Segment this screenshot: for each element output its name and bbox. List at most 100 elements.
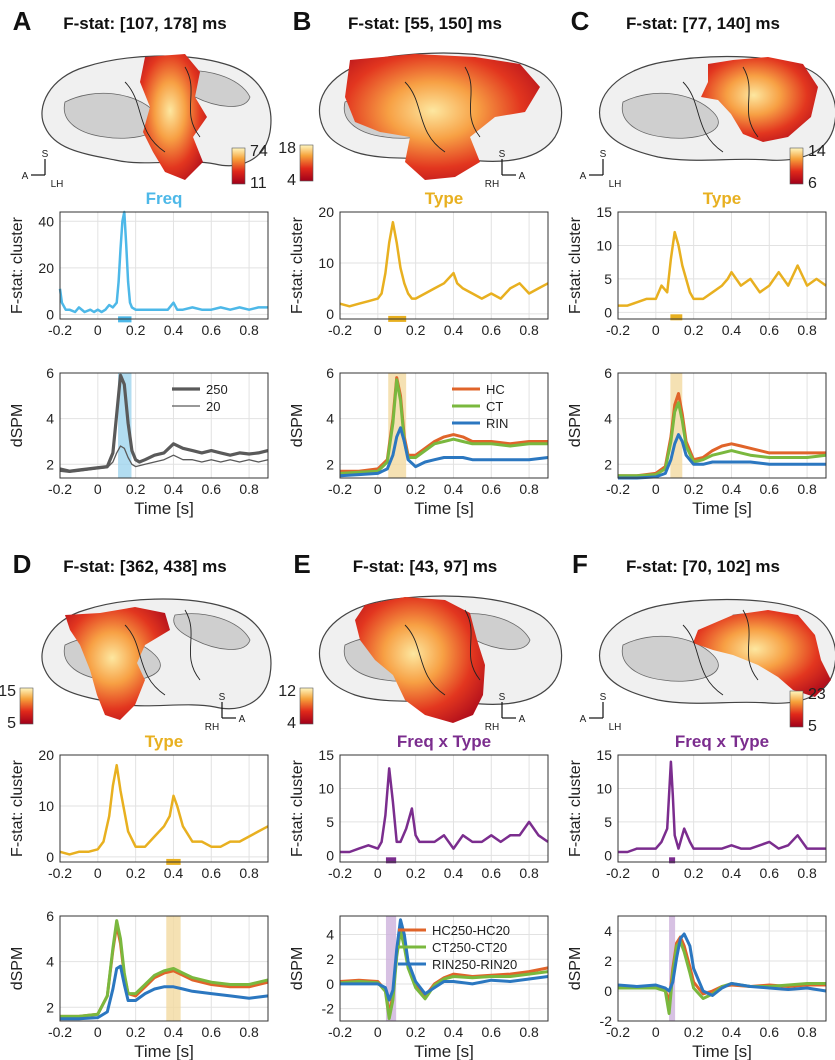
panel-letter: E (293, 549, 310, 579)
roi-contour (404, 66, 481, 153)
colorbar-min: 6 (808, 175, 817, 192)
series-line (60, 964, 269, 1021)
legend-label: 250 (206, 382, 228, 397)
sulcus-region (173, 613, 251, 650)
y-tick-label: 6 (46, 365, 54, 381)
series-line (617, 932, 827, 997)
cluster-bar (385, 857, 397, 864)
y-axis-label: dSPM (289, 404, 306, 448)
y-tick-label: 15 (318, 747, 334, 763)
activation-cluster (140, 54, 207, 180)
y-tick-label: 10 (318, 780, 334, 796)
x-tick-label: -0.2 (328, 865, 352, 881)
x-tick-label: -0.2 (328, 1024, 352, 1040)
fstat-chart: -0.2 0 0.2 0.4 0.6 0.8 0 5 10 15 F-stat: cluster Fr… (289, 732, 549, 881)
orientation-marker: S A LH (22, 149, 64, 190)
activation-cluster (345, 54, 540, 180)
y-tick-label: 15 (596, 747, 612, 763)
orientation-hemi: RH (485, 722, 499, 733)
y-tick-label: 15 (596, 204, 612, 220)
y-axis-label: F-stat: cluster (9, 759, 26, 857)
y-tick-label: 2 (604, 953, 612, 969)
series-line (340, 918, 549, 1002)
legend-label: HC250-HC20 (432, 923, 510, 938)
orientation-a: A (519, 171, 526, 182)
y-axis-label: dSPM (9, 404, 26, 448)
x-tick-label: 0.8 (797, 322, 817, 338)
orientation-s: S (219, 692, 226, 703)
x-tick-label: 0.2 (406, 865, 426, 881)
brain-map (318, 52, 563, 180)
x-tick-label: 0.2 (684, 1024, 704, 1040)
x-axis-label: Time [s] (134, 499, 194, 518)
series-line (339, 220, 549, 308)
x-tick-label: 0.8 (797, 481, 817, 497)
colorbar (299, 687, 314, 725)
window-title: F-stat: [70, 102] ms (626, 557, 780, 576)
plot-area (340, 916, 548, 1021)
y-tick-label: 0 (326, 306, 334, 322)
x-tick-label: 0.6 (760, 322, 780, 338)
y-tick-label: 5 (604, 271, 612, 287)
cluster-bar (670, 314, 683, 321)
x-tick-label: 0.8 (239, 1024, 259, 1040)
colorbar-max: 12 (278, 683, 296, 700)
x-tick-label: -0.2 (328, 322, 352, 338)
y-tick-label: 4 (326, 927, 334, 943)
roi-contour (124, 66, 201, 153)
chart-title: Type (425, 189, 463, 208)
y-tick-label: 2 (326, 951, 334, 967)
series-line (59, 445, 269, 473)
panel-letter: A (13, 6, 32, 36)
x-tick-label: -0.2 (606, 865, 630, 881)
x-tick-label: 0 (652, 865, 660, 881)
x-tick-label: 0.4 (164, 322, 184, 338)
activation-cluster (65, 607, 170, 720)
dspm-chart: -0.2 0 0.2 0.4 0.6 0.8 2 4 6 dSPM Time [s] 250 20 (9, 365, 269, 518)
y-tick-label: 4 (46, 954, 54, 970)
plot-area (60, 212, 268, 319)
y-tick-label: 0 (326, 847, 334, 863)
orientation-a: A (580, 171, 587, 182)
series-line (340, 767, 549, 854)
series-line (59, 763, 269, 856)
axes-box (59, 754, 269, 863)
y-tick-label: 20 (38, 747, 54, 763)
y-tick-label: 0 (46, 849, 54, 865)
series-line (618, 760, 826, 854)
roi-contour (682, 609, 759, 696)
dspm-chart: -0.2 0 0.2 0.4 0.6 0.8 2 4 6 dSPM Time [s] (9, 908, 269, 1060)
orientation-hemi: LH (51, 179, 64, 190)
panel-e: E F-stat: [43, 97] ms 12 4 S A RH -0.2 0 0.2 0.4 0.… (278, 549, 563, 1060)
colorbar (299, 144, 314, 182)
orientation-hemi: LH (609, 179, 622, 190)
x-tick-label: 0 (652, 322, 660, 338)
y-tick-label: 6 (326, 365, 334, 381)
x-tick-label: 0.4 (444, 865, 464, 881)
colorbar-min: 4 (287, 172, 296, 189)
colorbar-min: 5 (7, 715, 16, 732)
y-axis-label: dSPM (567, 404, 584, 448)
axes-box (617, 211, 827, 320)
chart-title: Type (703, 189, 741, 208)
colorbar-max: 14 (808, 143, 826, 160)
x-tick-label: 0.4 (722, 322, 742, 338)
y-axis-label: F-stat: cluster (9, 216, 26, 314)
orientation-marker: S A LH (580, 149, 622, 190)
y-tick-label: 2 (326, 456, 334, 472)
orientation-hemi: LH (609, 722, 622, 733)
x-tick-label: 0.6 (760, 481, 780, 497)
x-tick-label: 0.6 (482, 1024, 502, 1040)
x-axis-label: Time [s] (692, 499, 752, 518)
x-tick-label: 0.4 (444, 481, 464, 497)
dspm-chart: -0.2 0 0.2 0.4 0.6 0.8 2 4 6 dSPM Time [s] (567, 365, 827, 518)
axes-box (617, 915, 827, 1022)
legend-label: CT250-CT20 (432, 940, 507, 955)
activation-cluster (701, 57, 818, 142)
x-tick-label: 0.2 (406, 481, 426, 497)
x-tick-label: 0.6 (482, 322, 502, 338)
y-axis-label: F-stat: cluster (289, 759, 306, 857)
x-tick-label: 0 (374, 322, 382, 338)
y-axis-label: dSPM (567, 947, 584, 991)
